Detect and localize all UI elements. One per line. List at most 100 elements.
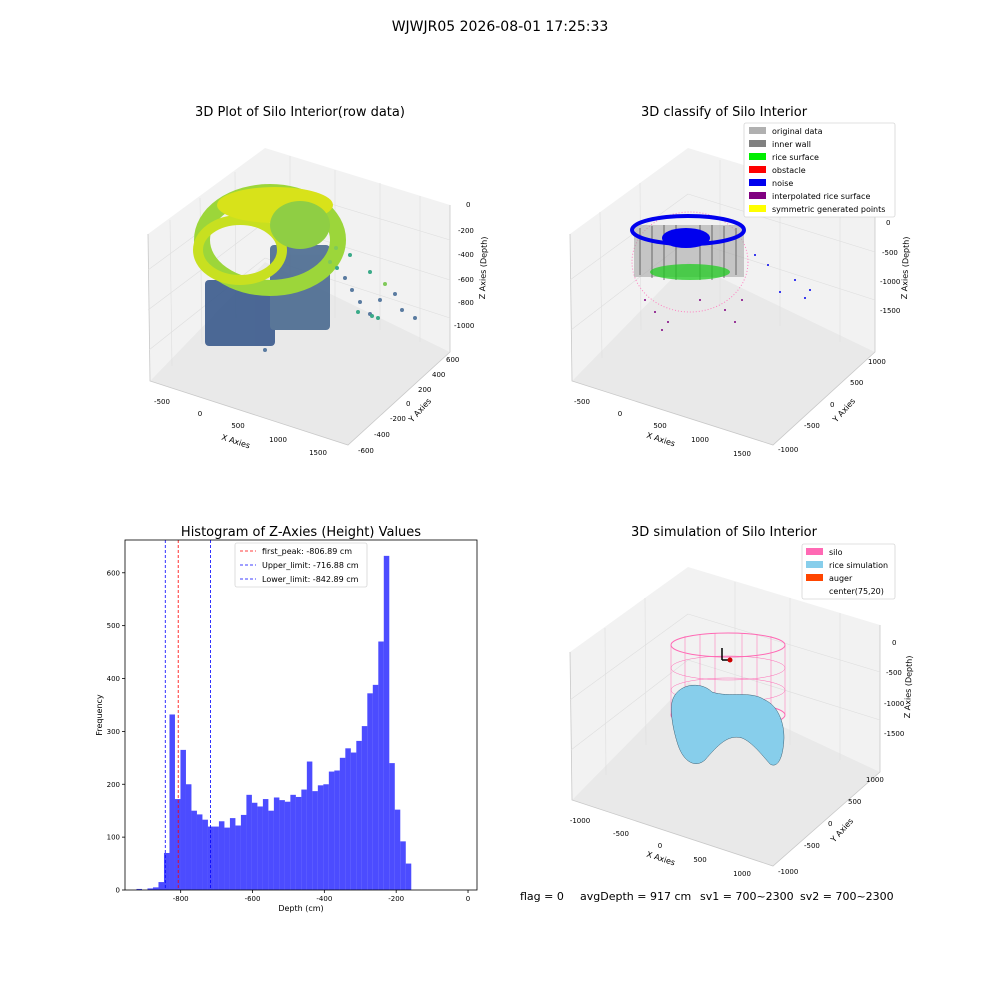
raw-ytick: -200: [390, 415, 406, 423]
y-tick-label: 300: [107, 728, 120, 736]
classify-ytick: 500: [850, 379, 863, 387]
simulation-ztick: -1000: [884, 700, 904, 708]
histogram-bar: [136, 888, 142, 890]
legend-swatch: [749, 166, 766, 173]
raw-ztick: 0: [466, 201, 470, 209]
histogram-threshold-lines: [164, 540, 211, 890]
histogram-frame: [124, 539, 478, 891]
raw-ztick: -1000: [454, 322, 474, 330]
simulation-xtick: -500: [613, 830, 629, 838]
legend-swatch: [749, 205, 766, 212]
histogram-bar: [185, 784, 192, 890]
x-tick-label: 0: [466, 895, 470, 903]
classify-y-ticks: 1000 500 0 -500 -1000: [778, 358, 886, 454]
histogram-bar: [202, 819, 208, 890]
auger-marker: [721, 648, 733, 663]
x-tick-label: -400: [316, 895, 332, 903]
histogram-bar: [257, 806, 263, 890]
histogram-bar: [284, 801, 291, 890]
simulation-z-axis-label: Z Axies (Depth): [903, 655, 914, 718]
y-tick-label: 400: [107, 675, 120, 683]
legend-swatch: [749, 192, 766, 199]
sv2-text: sv2 = 700~2300: [800, 890, 894, 903]
legend-label: rice simulation: [829, 561, 888, 570]
histogram-bar: [180, 749, 186, 890]
histogram-bar: [405, 863, 412, 890]
classify-ztick: -1000: [880, 278, 900, 286]
classify-ztick: -500: [882, 249, 898, 257]
raw-panel-title: 3D Plot of Silo Interior(row data): [195, 105, 405, 120]
histogram-bar: [328, 771, 335, 890]
histogram-bar: [158, 882, 164, 890]
classify-z-axis-label: Z Axies (Depth): [900, 236, 911, 299]
simulation-ztick: -1500: [884, 730, 904, 738]
histogram-bar: [169, 714, 175, 890]
histogram-panel: Histogram of Z-Axies (Height) Values -80…: [95, 525, 478, 913]
histogram-bars: [136, 555, 412, 890]
legend-label: noise: [772, 179, 793, 188]
simulation-ytick: 500: [848, 798, 861, 806]
classify-ytick: -500: [804, 422, 820, 430]
legend-label: inner wall: [772, 140, 811, 149]
simulation-legend: silo rice simulation auger center(75,20): [801, 543, 896, 600]
histogram-y-axis-label: Frequency: [95, 694, 104, 736]
simulation-ztick: -500: [886, 669, 902, 677]
raw-ytick: -400: [374, 431, 390, 439]
classify-xtick: 1000: [691, 436, 709, 444]
histogram-bar: [361, 726, 368, 890]
raw-x-ticks: -500 0 500 1000 1500: [154, 398, 327, 457]
histogram-bar: [268, 810, 274, 890]
histogram-bar: [290, 794, 296, 890]
histogram-bar: [213, 826, 219, 890]
raw-ytick: 600: [446, 356, 459, 364]
histogram-x-ticks: -800 -600 -400 -200 0: [173, 890, 470, 903]
classify-3d-panel: 3D classify of Silo Interior: [569, 105, 911, 458]
simulation-xtick: 1000: [733, 870, 751, 878]
y-tick-label: 500: [107, 622, 120, 630]
figure-suptitle: WJWJR05 2026-08-01 17:25:33: [392, 19, 609, 35]
raw-ytick: 200: [418, 386, 431, 394]
histogram-bar: [229, 818, 236, 890]
y-tick-label: 600: [107, 569, 120, 577]
raw-ztick: -200: [458, 227, 474, 235]
raw-z-axis-label: Z Axies (Depth): [478, 236, 489, 299]
legend-swatch: [806, 561, 823, 568]
legend-swatch: [806, 574, 823, 581]
raw-xtick: -500: [154, 398, 170, 406]
x-tick-label: -200: [388, 895, 404, 903]
status-footer: flag = 0 avgDepth = 917 cm sv1 = 700~230…: [520, 890, 894, 903]
histogram-bar: [152, 887, 159, 890]
flag-text: flag = 0: [520, 890, 564, 903]
histogram-bar: [301, 789, 307, 890]
simulation-xtick: -1000: [570, 817, 590, 825]
legend-label: symmetric generated points: [772, 205, 885, 214]
simulation-ytick: -500: [804, 842, 820, 850]
classify-legend: original data inner wall rice surface ob…: [743, 122, 896, 218]
histogram-bar: [394, 809, 401, 890]
histogram-bar: [378, 641, 384, 890]
raw-ztick: -600: [458, 276, 474, 284]
raw-ytick: 400: [432, 371, 445, 379]
legend-label: auger: [829, 574, 853, 583]
legend-label: obstacle: [772, 166, 806, 175]
legend-label: center(75,20): [829, 587, 884, 596]
raw-x-axis-label: X Axies: [220, 433, 251, 451]
simulation-ytick: -1000: [778, 868, 798, 876]
sv1-text: sv1 = 700~2300: [700, 890, 794, 903]
legend-label: Lower_limit: -842.89 cm: [262, 575, 359, 584]
raw-ytick: 0: [406, 400, 410, 408]
histogram-bar: [279, 800, 285, 890]
histogram-bar: [345, 748, 351, 890]
raw-ztick: -800: [458, 299, 474, 307]
classify-x-ticks: -500 0 500 1000 1500: [574, 398, 751, 458]
histogram-bar: [367, 693, 373, 890]
classify-xtick: 500: [653, 422, 666, 430]
legend-label: interpolated rice surface: [772, 192, 870, 201]
histogram-bar: [339, 757, 346, 890]
histogram-bar: [383, 555, 390, 890]
legend-swatch: [749, 179, 766, 186]
raw-point-cloud: [193, 184, 417, 352]
histogram-bar: [295, 796, 302, 890]
legend-swatch: [749, 140, 766, 147]
